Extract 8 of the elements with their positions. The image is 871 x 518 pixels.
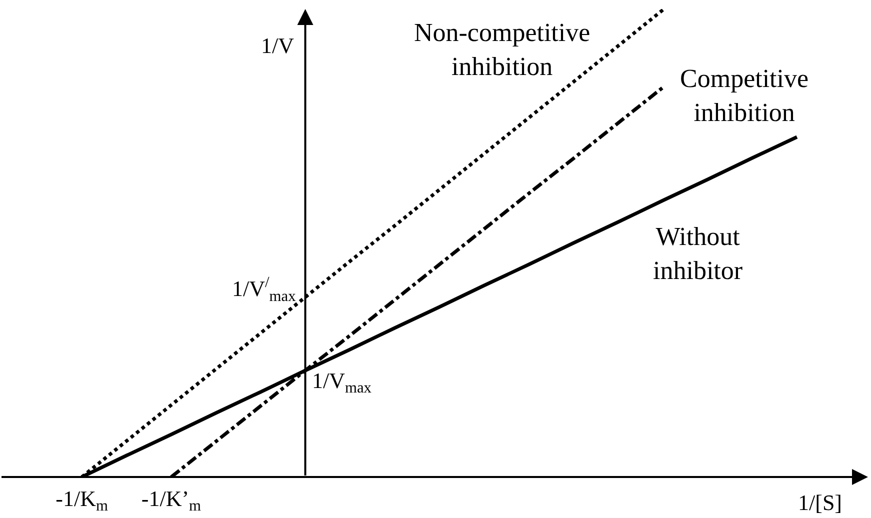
annotation: 1/V$_{max}$: [312, 368, 372, 397]
x-axis-title: 1/[S]: [798, 490, 842, 515]
series-label: Without inhibitor: [653, 222, 743, 285]
x-tick-label: -1/K’$_{m}$: [141, 486, 202, 515]
series-label: Non-competitive inhibition: [414, 18, 590, 81]
y-axis-title: 1/V: [261, 33, 294, 58]
x-tick-label: -1/K$_{m}$: [56, 486, 108, 515]
series-label: Competitive inhibition: [680, 64, 809, 127]
